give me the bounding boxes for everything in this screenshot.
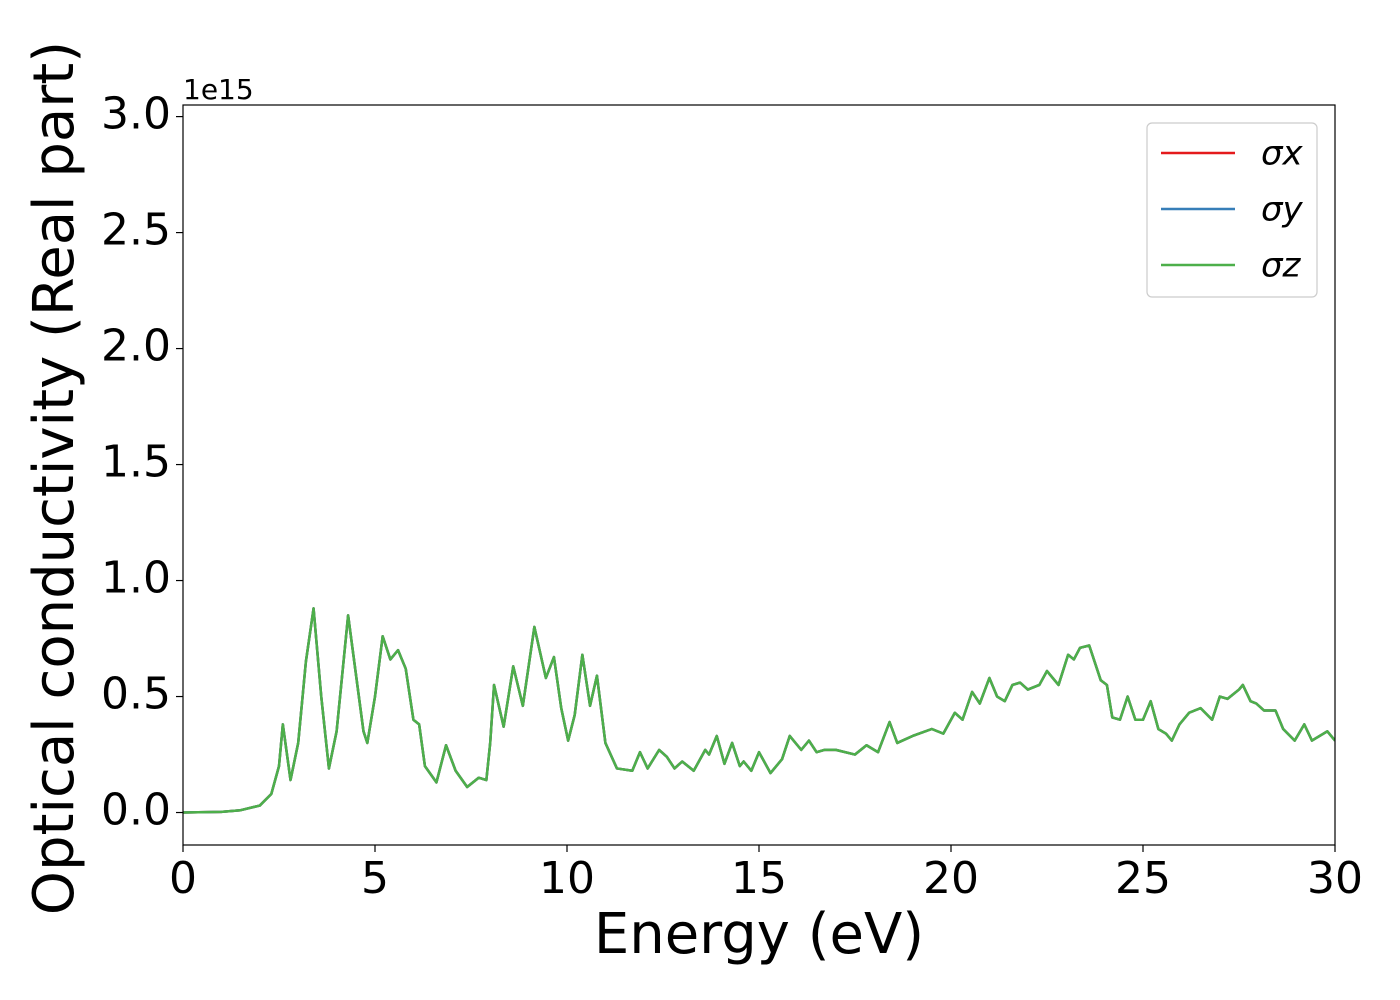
legend-label: σy [1261,190,1304,230]
x-tick-label: 30 [1307,853,1363,904]
y-tick-label: 3.0 [101,89,171,140]
x-tick-label: 20 [923,853,979,904]
y-tick-label: 1.0 [101,553,171,604]
y-tick-label: 2.5 [101,205,171,256]
series-line [183,607,1335,814]
x-axis-label: Energy (eV) [594,902,924,967]
y-axis-label: Optical conductivity (Real part) [22,41,87,915]
plot-frame [182,104,1336,846]
y-tick-label: 2.0 [101,321,171,372]
legend-label: σz [1261,246,1302,286]
legend-label: σx [1261,134,1304,174]
series-line [183,607,1335,814]
y-tick-label: 0.5 [101,669,171,720]
series-line [183,607,1335,814]
x-tick-label: 15 [731,853,787,904]
x-tick-label: 10 [539,853,595,904]
y-offset-label: 1e15 [183,73,254,106]
x-tick-label: 0 [169,853,197,904]
x-tick-label: 5 [361,853,389,904]
y-tick-label: 1.5 [101,437,171,488]
x-tick-label: 25 [1115,853,1171,904]
y-tick-label: 0.0 [101,785,171,836]
